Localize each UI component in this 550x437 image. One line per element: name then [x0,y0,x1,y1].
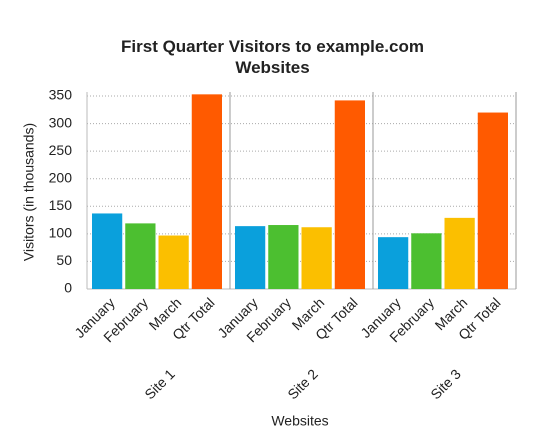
bar [477,112,508,290]
y-tick-label: 200 [49,169,73,185]
bar [125,223,156,289]
x-axis-label: Websites [271,413,328,429]
group-label: Site 2 [284,366,321,403]
bar [158,235,189,289]
bar [301,227,332,289]
bar [191,94,222,290]
group-label: Site 3 [427,366,464,403]
bar [334,100,365,289]
bar [92,213,123,289]
y-tick-label: 350 [49,87,73,103]
group-label: Site 1 [141,366,178,403]
bar [444,217,475,289]
y-tick-label: 50 [56,252,72,268]
y-tick-label: 0 [64,280,72,296]
y-tick-label: 100 [49,225,73,241]
bar [378,237,409,289]
bar [411,233,442,289]
y-axis-label: Visitors (in thousands) [21,123,37,261]
y-tick-label: 150 [49,197,73,213]
chart-title: First Quarter Visitors to example.com We… [121,37,424,77]
bar [235,226,266,289]
bar [268,225,299,289]
y-tick-label: 250 [49,142,73,158]
y-tick-label: 300 [49,114,73,130]
